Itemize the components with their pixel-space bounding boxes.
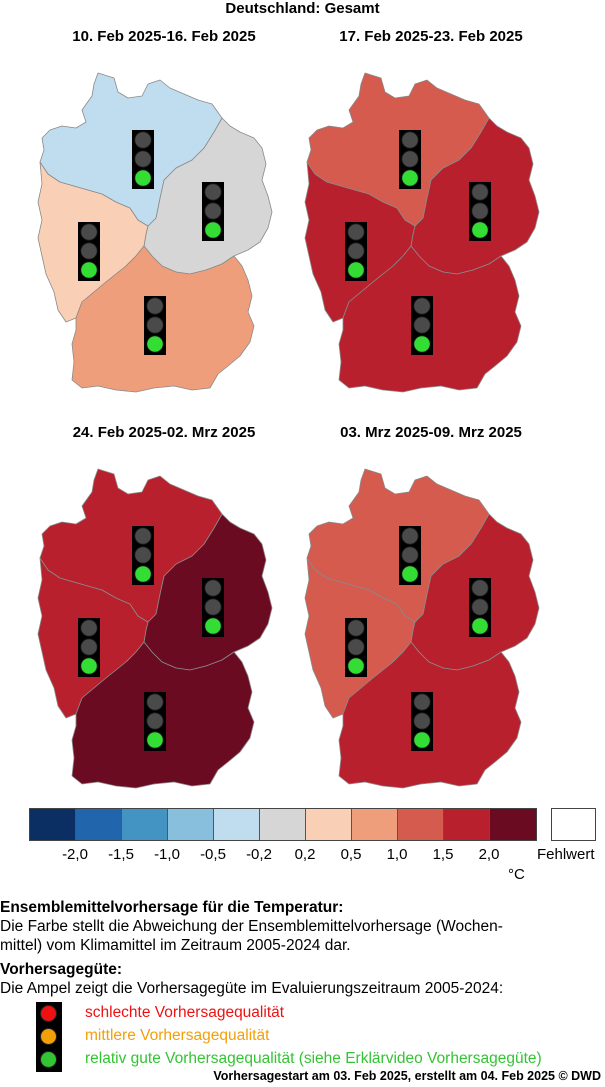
- traffic-light-icon: [469, 182, 491, 241]
- panel-title-2: 17. Feb 2025-23. Feb 2025: [339, 28, 523, 45]
- region-north: [306, 72, 490, 227]
- colorbar-tick-label: -1,5: [108, 846, 134, 863]
- green-lamp-icon: [40, 1051, 57, 1068]
- red-lamp-icon: [40, 1005, 57, 1022]
- missing-value-swatch: [551, 808, 596, 841]
- colorbar-cell: [30, 809, 76, 840]
- quality-legend-bad: schlechte Vorhersagequalität: [85, 1004, 285, 1021]
- quality-heading: Vorhersagegüte:: [0, 961, 123, 978]
- map-panel-2: [304, 72, 540, 393]
- panel-title-3: 24. Feb 2025-02. Mrz 2025: [72, 424, 256, 441]
- colorbar-tick-label: 2,0: [478, 846, 500, 863]
- panel-title-1: 10. Feb 2025-16. Feb 2025: [72, 28, 256, 45]
- colorbar-tick-label: 0,5: [340, 846, 362, 863]
- traffic-light-icon: [345, 618, 367, 677]
- colorbar-tick-label: -1,0: [154, 846, 180, 863]
- colorbar-tick-label: 1,0: [386, 846, 408, 863]
- traffic-light-icon: [78, 222, 100, 281]
- quality-legend-good: relativ gute Vorhersagequalität (siehe E…: [85, 1050, 542, 1067]
- traffic-light-icon: [144, 296, 166, 355]
- colorbar-cell: [214, 809, 260, 840]
- colorbar-cell: [76, 809, 122, 840]
- colorbar-cell: [168, 809, 214, 840]
- description-heading: Ensemblemittelvorhersage für die Tempera…: [0, 899, 344, 916]
- colorbar-cell: [122, 809, 168, 840]
- footer-credit: Vorhersagestart am 03. Feb 2025, erstell…: [213, 1069, 601, 1083]
- colorbar-cell: [490, 809, 536, 840]
- traffic-light-icon: [345, 222, 367, 281]
- map-panel-3: [37, 468, 273, 789]
- map-panel-4: [304, 468, 540, 789]
- traffic-light-icon: [411, 692, 433, 751]
- colorbar-cell: [444, 809, 490, 840]
- traffic-light-icon: [144, 692, 166, 751]
- colorbar-tick-label: -0,2: [246, 846, 272, 863]
- missing-value-label: Fehlwert: [537, 846, 595, 863]
- map-panel-1: [37, 72, 273, 393]
- colorbar-tick-label: 1,5: [432, 846, 454, 863]
- traffic-light-icon: [202, 578, 224, 637]
- traffic-light-icon: [78, 618, 100, 677]
- traffic-light-icon: [132, 130, 154, 189]
- colorbar-tick-label: -2,0: [62, 846, 88, 863]
- description-line-1: Die Farbe stellt die Abweichung der Ense…: [0, 918, 503, 935]
- quality-legend-medium: mittlere Vorhersagequalität: [85, 1027, 270, 1044]
- region-north: [39, 468, 223, 623]
- traffic-light-icon: [399, 130, 421, 189]
- region-north: [39, 72, 223, 227]
- colorbar-tick-label: -0,5: [200, 846, 226, 863]
- region-north: [306, 468, 490, 623]
- quality-text: Die Ampel zeigt die Vorhersagegüte im Ev…: [0, 980, 504, 997]
- colorbar-cell: [352, 809, 398, 840]
- traffic-light-icon: [132, 526, 154, 585]
- colorbar-cell: [260, 809, 306, 840]
- traffic-light-icon: [399, 526, 421, 585]
- colorbar-cell: [398, 809, 444, 840]
- colorbar: [29, 808, 537, 841]
- traffic-light-icon: [411, 296, 433, 355]
- orange-lamp-icon: [40, 1028, 57, 1045]
- colorbar-cell: [306, 809, 352, 840]
- panel-title-4: 03. Mrz 2025-09. Mrz 2025: [340, 424, 522, 441]
- traffic-light-icon: [202, 182, 224, 241]
- colorbar-tick-label: 0,2: [294, 846, 316, 863]
- description-line-2: mittel) vom Klimamittel im Zeitraum 2005…: [0, 937, 351, 954]
- traffic-light-icon: [469, 578, 491, 637]
- colorbar-unit: °C: [508, 866, 525, 883]
- page-title: Deutschland: Gesamt: [225, 0, 380, 17]
